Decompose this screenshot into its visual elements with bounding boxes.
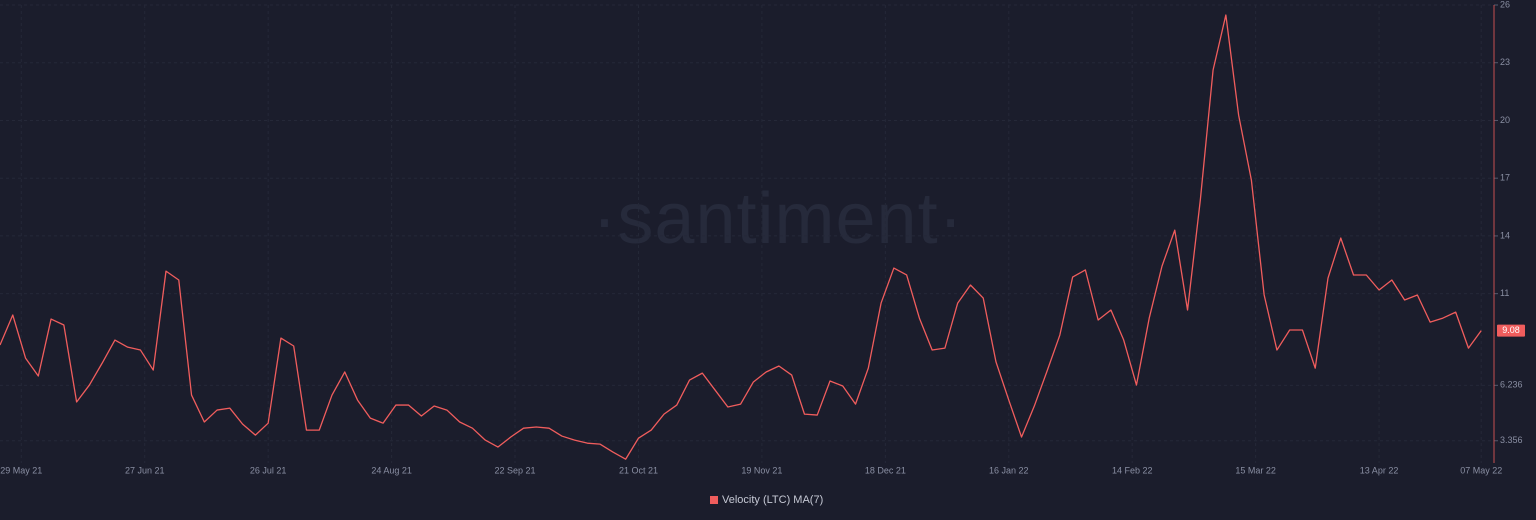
x-tick-label: 21 Oct 21 — [619, 465, 658, 475]
y-tick-label: 6.236 — [1500, 380, 1523, 390]
y-tick-label: 23 — [1500, 57, 1510, 67]
x-tick-label: 14 Feb 22 — [1112, 465, 1153, 475]
y-tick-label: 11 — [1500, 288, 1509, 298]
series-line — [0, 14, 1482, 460]
y-tick-label: 26 — [1500, 0, 1510, 9]
y-tick-label: 20 — [1500, 115, 1510, 125]
x-tick-label: 16 Jan 22 — [989, 465, 1029, 475]
x-tick-label: 07 May 22 — [1460, 465, 1502, 475]
x-tick-label: 18 Dec 21 — [865, 465, 906, 475]
legend: Velocity (LTC) MA(7) — [710, 494, 823, 506]
x-tick-label: 27 Jun 21 — [125, 465, 165, 475]
y-tick-label: 17 — [1500, 173, 1510, 183]
x-tick-label: 15 Mar 22 — [1235, 465, 1276, 475]
last-value-label: 9.08 — [1502, 325, 1520, 335]
x-tick-label: 29 May 21 — [0, 465, 42, 475]
legend-label: Velocity (LTC) MA(7) — [722, 494, 823, 506]
watermark: ·santiment· — [592, 179, 963, 259]
y-tick-label: 14 — [1500, 230, 1510, 240]
x-tick-label: 24 Aug 21 — [371, 465, 412, 475]
x-tick-label: 26 Jul 21 — [250, 465, 287, 475]
x-tick-label: 19 Nov 21 — [741, 465, 782, 475]
last-value-badge — [1497, 324, 1525, 337]
x-tick-label: 13 Apr 22 — [1360, 465, 1399, 475]
x-tick-label: 22 Sep 21 — [495, 465, 536, 475]
y-tick-label: 3.356 — [1500, 435, 1523, 445]
legend-swatch — [710, 496, 718, 504]
